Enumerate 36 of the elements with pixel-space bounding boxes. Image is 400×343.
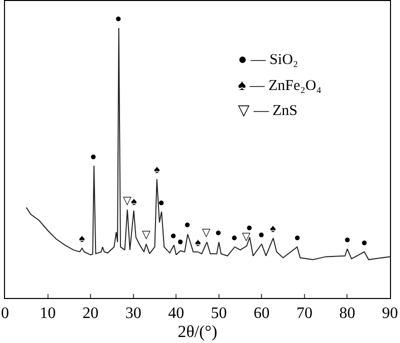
annotation: ●: [158, 197, 165, 209]
x-tick-label: 70: [296, 305, 312, 322]
annotation: ♠ — ZnFe₂O₄: [238, 78, 322, 94]
annotation: ▽: [242, 231, 251, 243]
annotation: ●: [246, 222, 253, 234]
x-axis-title: 2θ/(°): [178, 322, 218, 342]
annotation: ♠: [79, 233, 85, 245]
annotation: ● — SiO₂: [238, 52, 298, 68]
annotation: ●: [361, 237, 368, 249]
annotation: ●: [258, 229, 265, 241]
x-tick-label: 40: [168, 305, 184, 322]
annotation: ▽ — ZnS: [238, 103, 298, 119]
annotation: ●: [231, 232, 238, 244]
x-tick-label: 20: [82, 305, 99, 322]
annotation: ▽: [123, 195, 132, 207]
x-tick-label: 90: [382, 305, 398, 322]
annotation: ●: [294, 232, 301, 244]
annotation: ▽: [142, 229, 151, 241]
x-tick-label: 60: [254, 305, 270, 322]
annotation: ♠: [270, 223, 276, 235]
x-tick-label: 50: [210, 305, 227, 322]
annotation: ●: [177, 236, 184, 248]
annotation: ●: [184, 219, 191, 231]
annotation: ●: [215, 227, 222, 239]
annotation: ●: [115, 13, 122, 25]
annotation: ♠: [195, 237, 201, 249]
annotation: ●: [170, 230, 177, 242]
annotation: ●: [90, 151, 97, 163]
x-tick-label: 80: [339, 305, 356, 322]
x-tick-label: 30: [125, 305, 142, 322]
annotation: ♠: [131, 196, 137, 208]
x-tick-label: 0: [1, 305, 9, 322]
annotation: ●: [344, 234, 351, 246]
annotation: ▽: [202, 227, 211, 239]
x-tick-label: 10: [40, 305, 56, 322]
annotation: ♠: [154, 164, 160, 176]
